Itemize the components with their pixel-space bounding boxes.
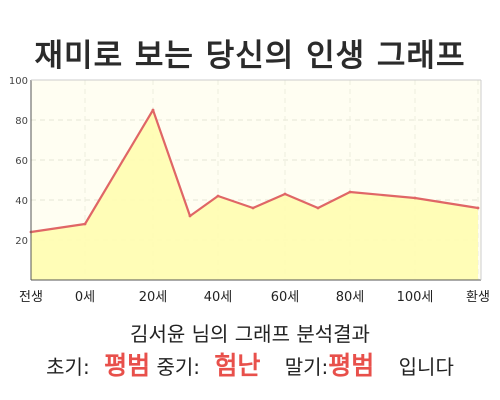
x-tick-label: 100세: [397, 290, 434, 305]
x-tick-label: 60세: [271, 290, 300, 305]
x-tick-label: 20세: [139, 290, 168, 305]
analysis-summary: 김서윤 님의 그래프 분석결과: [0, 318, 500, 347]
data-point: [413, 196, 417, 200]
data-point: [348, 190, 352, 194]
y-tick-label: 40: [15, 196, 28, 207]
late-value: 평범: [328, 351, 375, 380]
verdict-ending: 입니다: [398, 355, 454, 379]
early-value: 평범: [104, 351, 151, 380]
late-label: 말기:: [284, 355, 329, 379]
y-tick-label: 80: [15, 116, 28, 127]
data-point: [316, 206, 320, 210]
data-point: [251, 206, 255, 210]
x-tick-label: 0세: [75, 290, 95, 305]
data-point: [476, 206, 480, 210]
verdict-line: 초기: 평범 중기: 험난 말기:평범 입니다: [0, 346, 500, 382]
y-tick-label: 60: [15, 156, 28, 167]
x-tick-label: 전생: [19, 290, 43, 305]
summary-suffix: 님의 그래프 분석결과: [185, 322, 370, 346]
user-name: 김서윤: [130, 322, 186, 346]
x-tick-label: 80세: [336, 290, 365, 305]
data-point: [283, 192, 287, 196]
data-point: [216, 194, 220, 198]
mid-value: 험난: [214, 351, 261, 380]
data-point: [83, 222, 87, 226]
series-area: [31, 110, 478, 280]
early-label: 초기:: [46, 355, 90, 379]
y-tick-label: 100: [9, 76, 28, 87]
x-tick-label: 40세: [204, 290, 233, 305]
data-point: [188, 214, 192, 218]
data-point: [151, 108, 155, 112]
y-tick-label: 20: [15, 236, 28, 247]
mid-label: 중기:: [156, 355, 200, 379]
x-tick-label: 환생: [466, 290, 490, 305]
chart-title: 재미로 보는 당신의 인생 그래프: [34, 38, 466, 74]
